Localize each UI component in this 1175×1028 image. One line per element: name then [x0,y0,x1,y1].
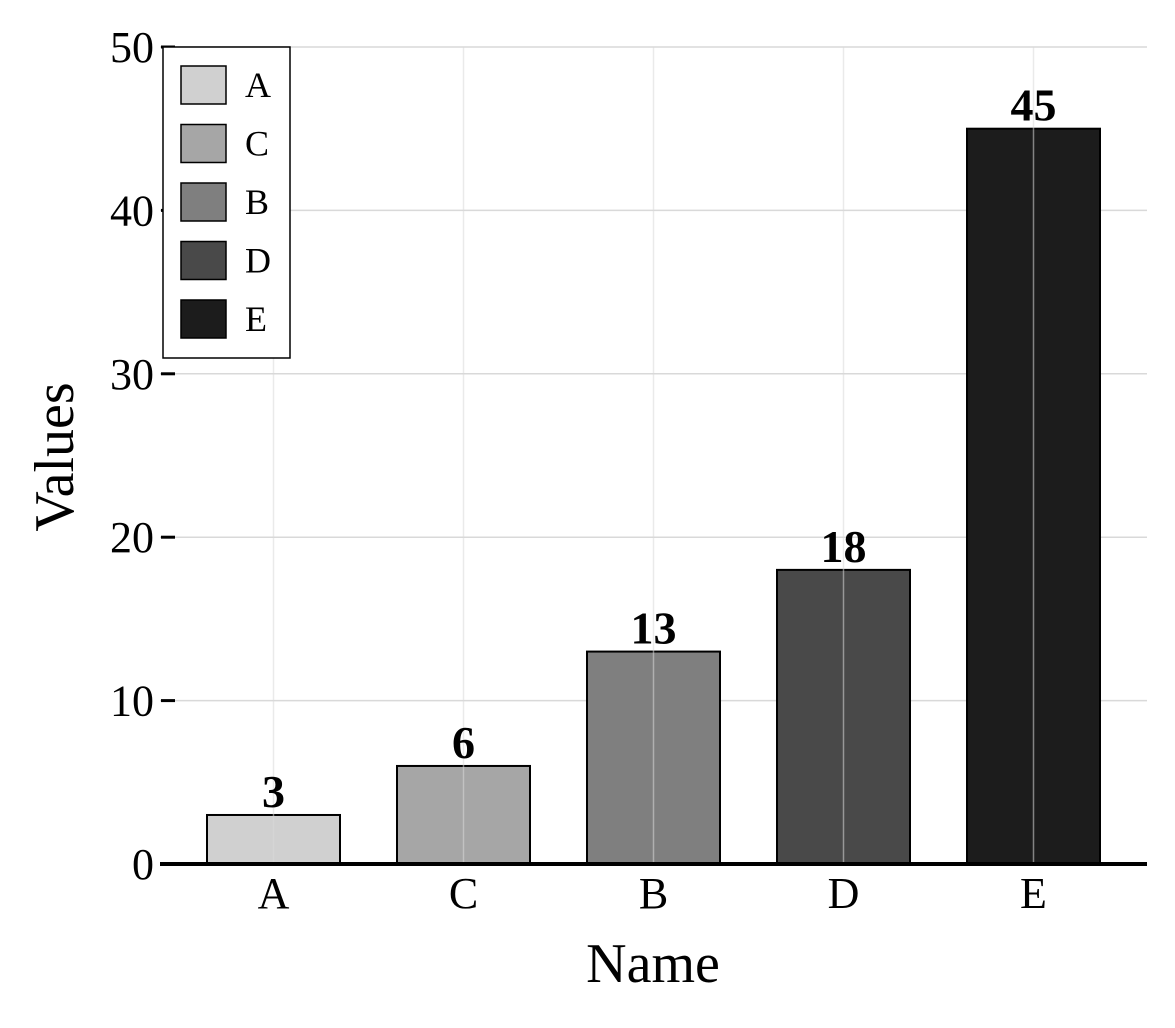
data-labels: 3 6 13 18 45 [262,80,1057,817]
x-tick-label-E: E [1020,869,1047,918]
x-tick-label-D: D [828,869,860,918]
y-axis-title: Values [24,382,86,531]
y-tick-label-3: 30 [110,350,154,399]
data-label-D: 18 [821,521,867,572]
legend-swatch-C [180,123,227,164]
legend-label-E: E [245,299,267,339]
data-label-C: 6 [452,717,475,768]
legend-label-C: C [245,124,269,164]
x-axis-title: Name [586,933,720,995]
legend-label-D: D [245,241,271,281]
legend-label-B: B [245,182,269,222]
legend-swatch-A [180,65,227,105]
x-tick-label-A: A [258,869,290,918]
y-tick-label-5: 50 [110,23,154,72]
legend-swatch-B [180,182,227,222]
legend-swatch-D [180,240,227,281]
y-tick-label-2: 20 [110,513,154,562]
data-label-E: 45 [1011,80,1057,131]
y-tick-label-4: 40 [110,186,154,235]
x-tick-label-B: B [639,869,668,918]
x-tick-label-C: C [449,869,478,918]
y-tick-label-1: 10 [110,677,154,726]
legend-swatch-E [180,299,227,339]
legend-label-A: A [245,65,271,105]
data-label-A: 3 [262,766,285,817]
y-tick-label-0: 0 [132,840,154,889]
data-label-B: 13 [631,603,677,654]
bars [206,47,1101,866]
